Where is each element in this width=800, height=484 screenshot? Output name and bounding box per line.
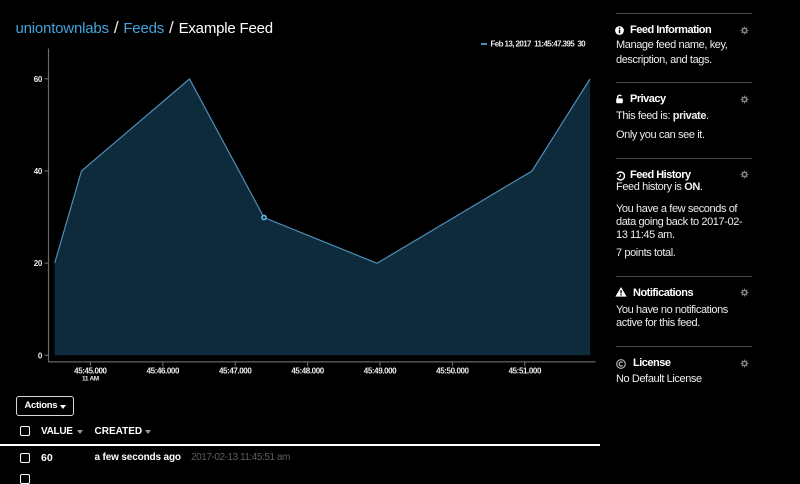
- svg-text:Feb 13, 2017 11:45:47.395 30: Feb 13, 2017 11:45:47.395 30: [491, 40, 587, 49]
- svg-text:40: 40: [34, 167, 43, 176]
- svg-text:45:45.000: 45:45.000: [74, 367, 107, 376]
- svg-text:60: 60: [34, 75, 43, 84]
- svg-text:45:48.000: 45:48.000: [291, 367, 324, 376]
- svg-text:11 AM: 11 AM: [82, 376, 99, 383]
- svg-text:20: 20: [34, 259, 43, 268]
- svg-text:45:47.000: 45:47.000: [219, 367, 252, 376]
- svg-text:45:50.000: 45:50.000: [436, 367, 469, 376]
- svg-text:0: 0: [38, 351, 43, 360]
- svg-text:45:49.000: 45:49.000: [364, 367, 397, 376]
- svg-text:45:46.000: 45:46.000: [147, 367, 180, 376]
- svg-text:45:51.000: 45:51.000: [509, 367, 542, 376]
